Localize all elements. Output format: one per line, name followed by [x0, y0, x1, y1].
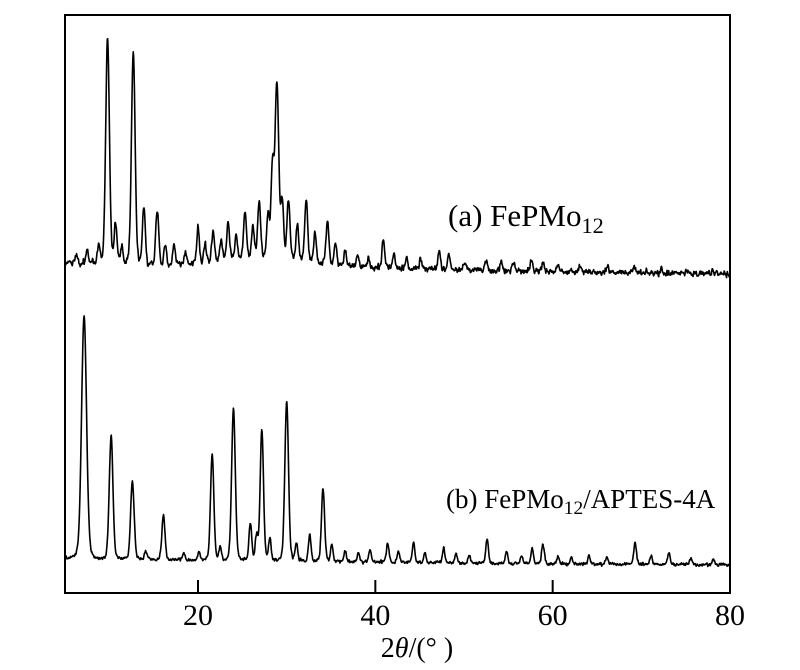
trace-a [64, 38, 731, 279]
x-tick-label-80: 80 [715, 599, 745, 632]
trace-b [64, 315, 731, 568]
series-label-a: (a) FePMo12 [448, 198, 604, 238]
x-tick-label-40: 40 [360, 599, 390, 632]
x-tick-label-60: 60 [538, 599, 568, 632]
x-tick-label-20: 20 [183, 599, 213, 632]
series-label-b: (b) FePMo12/APTES-4A [446, 484, 716, 519]
x-axis-title: 2θ/(° ) [381, 633, 453, 664]
plot-frame [64, 14, 731, 594]
